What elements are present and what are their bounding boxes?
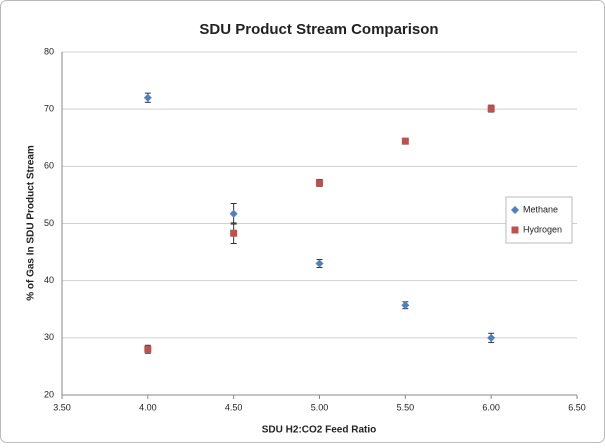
point: [143, 93, 152, 102]
x-tick-label: 5.50: [397, 402, 415, 412]
y-tick-label: 20: [44, 389, 54, 399]
legend-label: Methane: [523, 204, 558, 214]
y-tick-label: 40: [44, 275, 54, 285]
y-axis-label: % of Gas In SDU Product Stream: [26, 145, 37, 301]
legend-marker: [511, 206, 519, 214]
point: [487, 105, 495, 113]
point: [401, 301, 410, 310]
x-tick-label: 4.50: [225, 402, 243, 412]
point: [401, 137, 409, 145]
point: [229, 209, 238, 218]
point: [487, 333, 496, 342]
y-tick-label: 50: [44, 218, 54, 228]
x-tick-label: 4.00: [139, 402, 157, 412]
point: [315, 259, 324, 268]
y-tick-label: 80: [44, 46, 54, 56]
point: [144, 345, 152, 353]
x-tick-label: 6.00: [482, 402, 500, 412]
legend-box: [505, 196, 573, 244]
x-tick-label: 3.50: [53, 402, 71, 412]
chart-title: SDU Product Stream Comparison: [199, 21, 438, 38]
legend-marker: [511, 226, 519, 234]
legend-label: Hydrogen: [523, 224, 562, 234]
y-tick-label: 60: [44, 161, 54, 171]
y-tick-label: 70: [44, 104, 54, 114]
x-axis-label: SDU H2:CO2 Feed Ratio: [262, 425, 376, 436]
point: [316, 179, 323, 187]
y-tick-label: 30: [44, 332, 54, 342]
x-tick-label: 5.00: [311, 402, 329, 412]
x-tick-label: 6.50: [568, 402, 586, 412]
point: [230, 229, 238, 237]
